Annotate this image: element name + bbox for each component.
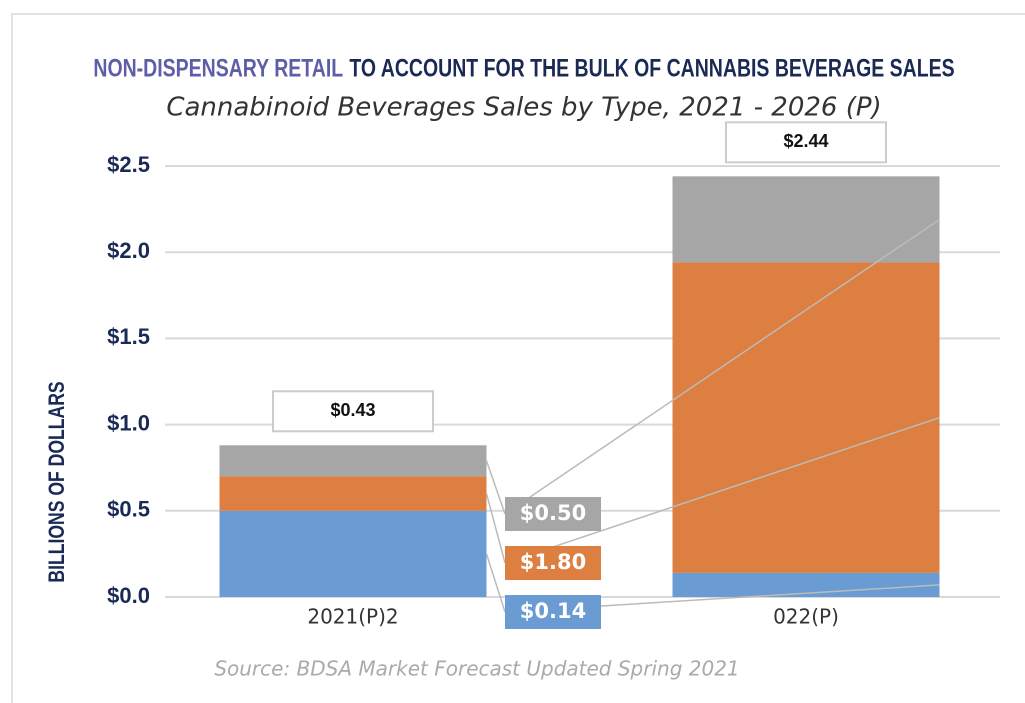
y-tick-label: $1.5 <box>107 324 150 349</box>
total-label: $0.43 <box>330 400 375 420</box>
value-label: $0.50 <box>520 501 586 525</box>
y-tick-label: $0.0 <box>107 583 150 608</box>
connector <box>504 416 940 564</box>
bar-segment <box>219 445 487 477</box>
connector <box>485 553 506 613</box>
y-tick-label: $2.5 <box>107 152 150 177</box>
value-label: $1.80 <box>520 550 586 574</box>
total-box <box>725 121 887 164</box>
y-tick-label: $2.0 <box>107 238 150 263</box>
bar-segment <box>672 176 940 263</box>
connector <box>504 218 940 515</box>
chart-title: NON-DISPENSARY RETAIL TO ACCOUNT FOR THE … <box>93 54 954 82</box>
subtitle: Cannabinoid Beverages Sales by Type, 202… <box>166 93 881 123</box>
label-box <box>505 546 601 580</box>
x-tick-label: 2021(P)2 <box>307 605 398 629</box>
frame <box>11 13 1025 703</box>
bar-segment <box>219 510 487 597</box>
connector <box>485 493 506 564</box>
connector <box>485 460 506 515</box>
y-tick-label: $1.0 <box>107 410 150 435</box>
label-box <box>505 497 601 531</box>
source: Source: BDSA Market Forecast Updated Spr… <box>214 657 739 681</box>
y-axis-label: BILLIONS OF DOLLARS <box>45 381 69 582</box>
x-tick-label: 022(P) <box>773 605 839 629</box>
label-box <box>505 595 601 629</box>
bar-segment <box>219 476 487 511</box>
value-label: $0.14 <box>520 599 586 623</box>
title-rest: TO ACCOUNT FOR THE BULK OF CANNABIS BEVE… <box>349 54 954 82</box>
y-tick-label: $0.5 <box>107 497 150 522</box>
total-box <box>272 390 434 433</box>
bar-segment <box>672 262 940 573</box>
total-label: $2.44 <box>783 131 828 151</box>
title-highlight: NON-DISPENSARY RETAIL <box>93 54 343 82</box>
